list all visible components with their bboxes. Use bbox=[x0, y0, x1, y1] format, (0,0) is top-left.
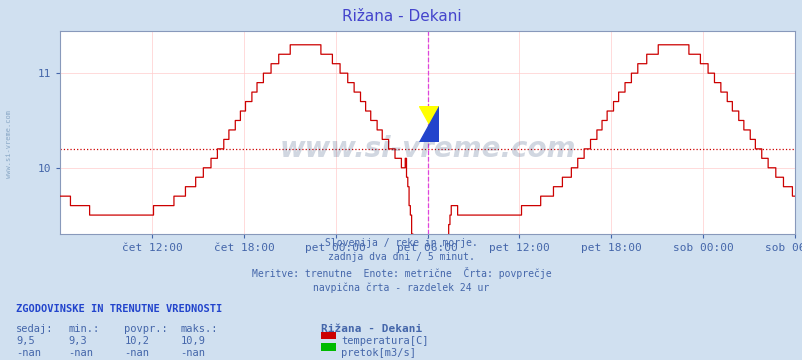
Text: 10,9: 10,9 bbox=[180, 336, 205, 346]
Polygon shape bbox=[419, 107, 439, 143]
Text: -nan: -nan bbox=[124, 348, 149, 358]
Text: povpr.:: povpr.: bbox=[124, 324, 168, 334]
Text: -nan: -nan bbox=[180, 348, 205, 358]
Text: -nan: -nan bbox=[68, 348, 93, 358]
Text: 9,5: 9,5 bbox=[16, 336, 34, 346]
Text: www.si-vreme.com: www.si-vreme.com bbox=[6, 110, 12, 178]
Polygon shape bbox=[419, 107, 439, 143]
Text: maks.:: maks.: bbox=[180, 324, 218, 334]
Text: Rižana - Dekani: Rižana - Dekani bbox=[342, 9, 460, 24]
Text: temperatura[C]: temperatura[C] bbox=[341, 336, 428, 346]
Text: ZGODOVINSKE IN TRENUTNE VREDNOSTI: ZGODOVINSKE IN TRENUTNE VREDNOSTI bbox=[16, 304, 222, 314]
Text: Slovenija / reke in morje.
zadnja dva dni / 5 minut.
Meritve: trenutne  Enote: m: Slovenija / reke in morje. zadnja dva dn… bbox=[251, 238, 551, 293]
Text: pretok[m3/s]: pretok[m3/s] bbox=[341, 348, 415, 358]
Text: 10,2: 10,2 bbox=[124, 336, 149, 346]
Text: -nan: -nan bbox=[16, 348, 41, 358]
Text: sedaj:: sedaj: bbox=[16, 324, 54, 334]
Text: min.:: min.: bbox=[68, 324, 99, 334]
Text: 9,3: 9,3 bbox=[68, 336, 87, 346]
Text: Rižana - Dekani: Rižana - Dekani bbox=[321, 324, 422, 334]
Text: www.si-vreme.com: www.si-vreme.com bbox=[279, 135, 575, 163]
